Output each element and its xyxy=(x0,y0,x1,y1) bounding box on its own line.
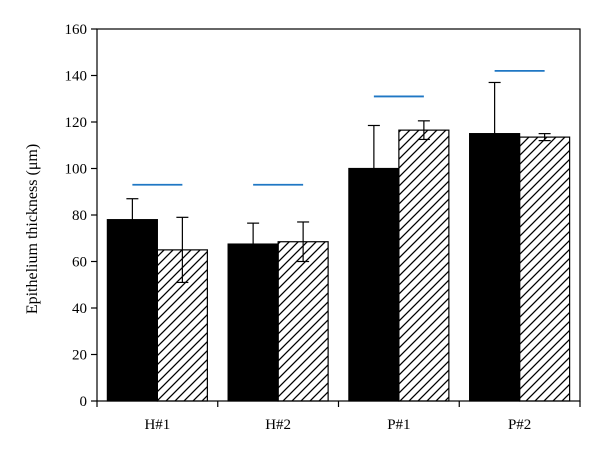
x-tick-label: H#1 xyxy=(144,417,170,433)
y-axis-label: Epithelium thickness (μm) xyxy=(24,144,41,314)
bar-P2-series-2 xyxy=(519,136,571,402)
y-tick-label: 100 xyxy=(65,162,88,178)
bar-H1-series-1 xyxy=(106,219,158,402)
y-tick-label: 60 xyxy=(72,255,87,271)
bar-P1-series-2 xyxy=(398,129,450,402)
x-tick-label: P#1 xyxy=(387,417,410,433)
bar-H2-series-2 xyxy=(277,241,329,402)
y-tick-label: 140 xyxy=(65,69,88,85)
plot-area: 0 20 40 60 80 100 120 140 160 H#1 H#2 P#1 P#2 xyxy=(65,22,581,433)
y-tick-label: 20 xyxy=(72,348,87,364)
y-tick-label: 40 xyxy=(72,301,87,317)
y-tick-label: 160 xyxy=(65,22,88,38)
y-tick-label: 120 xyxy=(65,115,88,131)
y-tick-label: 0 xyxy=(80,394,88,410)
x-tick-label: P#2 xyxy=(508,417,531,433)
bar-H2-series-1 xyxy=(227,243,279,402)
x-tick-label: H#2 xyxy=(265,417,291,433)
y-tick-label: 80 xyxy=(72,208,87,224)
